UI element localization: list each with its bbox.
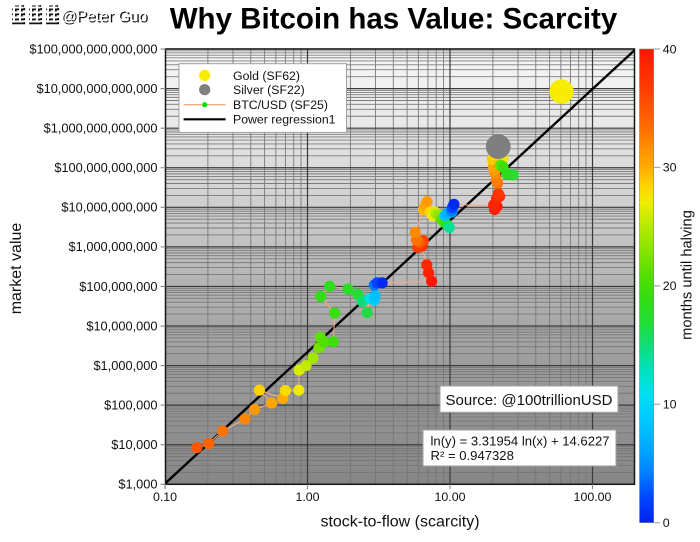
svg-text:$1,000: $1,000: [118, 477, 157, 492]
svg-text:$100,000,000: $100,000,000: [79, 279, 157, 294]
svg-text:$10,000,000,000: $10,000,000,000: [61, 200, 157, 215]
svg-text:0: 0: [663, 516, 670, 530]
svg-text:100.00: 100.00: [574, 490, 612, 504]
svg-text:@Peter Guo: @Peter Guo: [61, 8, 147, 25]
svg-text:Source: @100trillionUSD: Source: @100trillionUSD: [446, 392, 613, 409]
svg-text:Silver (SF22): Silver (SF22): [233, 83, 305, 97]
svg-text:@Peter Guo: @Peter Guo: [62, 10, 148, 27]
svg-text:$1,000,000,000,000: $1,000,000,000,000: [44, 121, 158, 136]
svg-text:10.00: 10.00: [434, 490, 465, 504]
svg-text:R² = 0.947328: R² = 0.947328: [431, 448, 514, 463]
svg-text:$100,000,000,000: $100,000,000,000: [54, 160, 157, 175]
svg-text:20: 20: [663, 279, 677, 293]
svg-text:$100,000: $100,000: [104, 398, 157, 413]
svg-text:30: 30: [663, 161, 677, 175]
svg-text:0.10: 0.10: [153, 490, 177, 504]
svg-text:market value: market value: [8, 223, 25, 315]
svg-text:ln(y) = 3.31954 ln(x) + 14.622: ln(y) = 3.31954 ln(x) + 14.6227: [431, 433, 610, 448]
svg-text:BTC/USD (SF25): BTC/USD (SF25): [233, 98, 328, 112]
svg-text:stock-to-flow (scarcity): stock-to-flow (scarcity): [320, 513, 479, 530]
svg-text:$1,000,000,000: $1,000,000,000: [69, 239, 158, 254]
svg-text:Power regression1: Power regression1: [233, 113, 336, 127]
svg-text:$10,000: $10,000: [111, 437, 157, 452]
svg-text:$10,000,000: $10,000,000: [86, 318, 157, 333]
svg-text:$100,000,000,000,000: $100,000,000,000,000: [29, 41, 157, 56]
svg-text:$10,000,000,000,000: $10,000,000,000,000: [37, 81, 158, 96]
svg-text:$1,000,000: $1,000,000: [93, 358, 157, 373]
svg-text:10: 10: [663, 398, 677, 412]
svg-text:Why Bitcoin has Value: Scarcit: Why Bitcoin has Value: Scarcity: [170, 3, 618, 36]
svg-text:1.00: 1.00: [295, 490, 319, 504]
svg-text:40: 40: [663, 42, 677, 56]
svg-text:Gold (SF62): Gold (SF62): [233, 69, 300, 83]
svg-text:months until halving: months until halving: [680, 210, 696, 340]
